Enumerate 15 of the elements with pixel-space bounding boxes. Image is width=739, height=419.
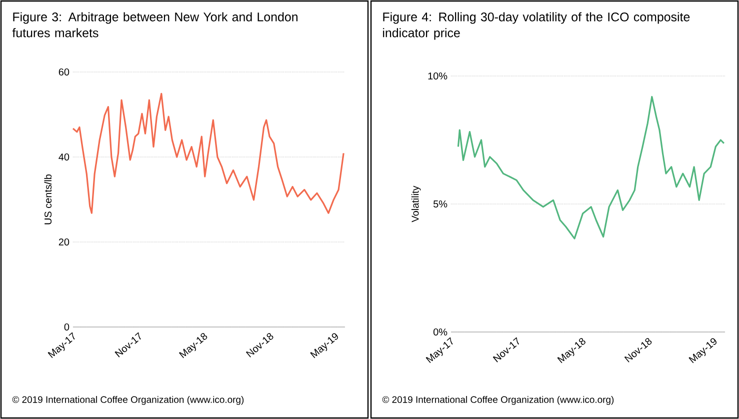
y-axis-title: Volatility xyxy=(411,186,421,222)
chart-title: Figure 4: Rolling 30-day volatility of the ICO composite indicator price xyxy=(383,12,690,40)
chart-title: Figure 3: Arbitrage between New York and London futures markets xyxy=(12,12,298,38)
y-tick-label: 60 xyxy=(58,68,70,76)
line-series xyxy=(457,96,725,240)
y-tick-label: 20 xyxy=(58,238,70,246)
y-axis-title: US cents/lb xyxy=(44,174,52,224)
text: © 2019 International Coffee Organization (www.ico.org) xyxy=(12,396,244,405)
y-tick-label: 40 xyxy=(58,153,70,161)
y-tick-label: 5% xyxy=(433,200,448,208)
text: © 2019 International Coffee Organization (www.ico.org) xyxy=(382,396,614,405)
y-tick-label: 0 xyxy=(64,323,70,331)
y-tick-label: 10% xyxy=(428,72,448,80)
y-tick-label: 0% xyxy=(433,328,448,336)
line-series xyxy=(72,92,344,214)
